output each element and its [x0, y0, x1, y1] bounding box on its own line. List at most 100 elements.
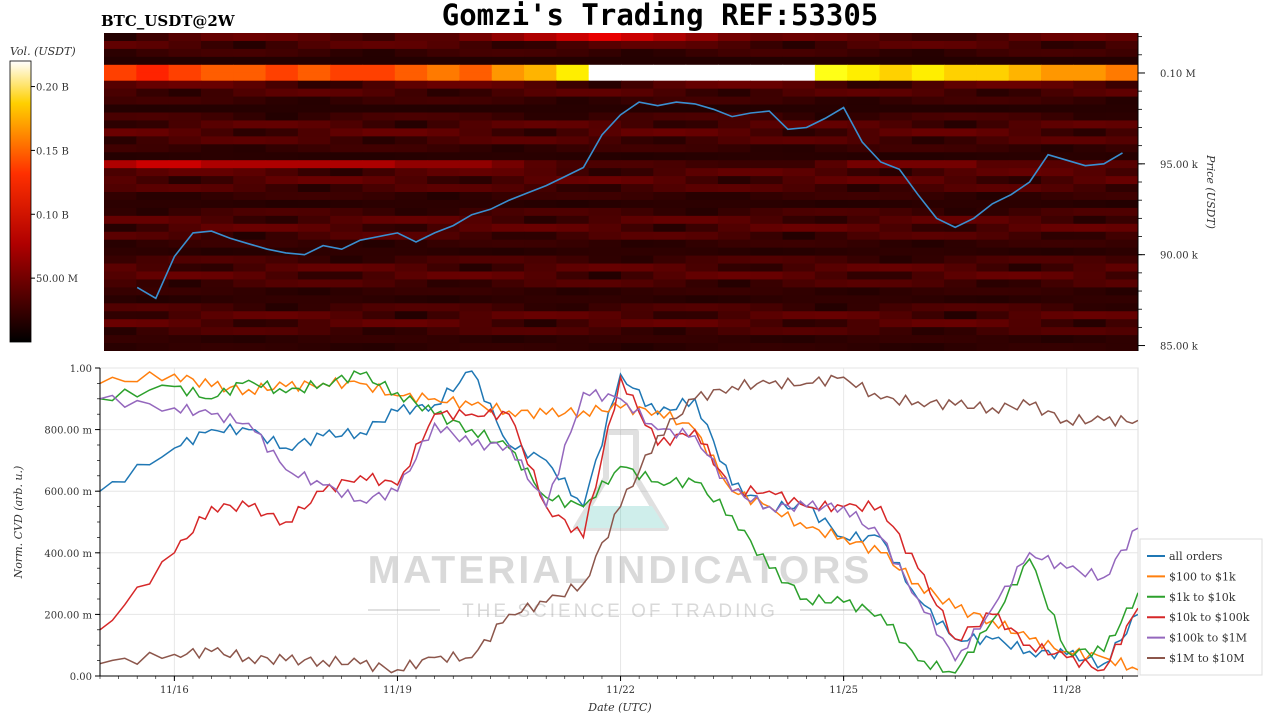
heatmap-cell: [782, 199, 816, 209]
heatmap-cell: [1105, 80, 1138, 90]
heatmap-cell: [976, 271, 1010, 281]
cvd-series-line: [100, 370, 1138, 674]
heatmap-cell: [1008, 152, 1042, 161]
heatmap-cell: [588, 223, 622, 233]
heatmap-cell: [588, 255, 622, 265]
heatmap-cell: [104, 88, 137, 98]
heatmap-cell: [1041, 215, 1074, 225]
heatmap-cell: [233, 160, 267, 169]
heatmap-cell: [814, 263, 848, 273]
heatmap-cell: [814, 72, 848, 82]
heatmap-cell: [459, 56, 493, 66]
heatmap-cell: [685, 128, 719, 137]
heatmap-cell: [653, 56, 687, 66]
price-tick-label: 90.00 k: [1160, 251, 1199, 262]
heatmap-cell: [847, 56, 881, 66]
heatmap-cell: [556, 223, 590, 233]
heatmap-cell: [814, 192, 848, 201]
heatmap-cell: [653, 88, 687, 98]
heatmap-cell: [944, 311, 978, 320]
heatmap-cell: [362, 144, 396, 153]
heatmap-cell: [524, 247, 557, 257]
heatmap-cell: [265, 96, 299, 106]
heatmap-cell: [847, 271, 881, 281]
heatmap-cell: [879, 160, 913, 169]
heatmap-cell: [330, 88, 364, 98]
heatmap-cell: [297, 40, 331, 50]
heatmap-cell: [330, 215, 364, 225]
heatmap-cell: [265, 56, 299, 66]
heatmap-cell: [750, 255, 784, 265]
heatmap-cell: [459, 176, 493, 185]
heatmap-cell: [621, 271, 654, 281]
heatmap-cell: [621, 327, 654, 336]
heatmap-cell: [233, 96, 267, 106]
heatmap-cell: [459, 33, 493, 42]
cvd-x-tick-label: 11/22: [606, 685, 635, 696]
heatmap-cell: [750, 287, 784, 296]
heatmap-cell: [136, 128, 170, 137]
heatmap-cell: [879, 176, 913, 185]
heatmap-cell: [330, 271, 364, 281]
heatmap-cell: [782, 279, 816, 288]
heatmap-cell: [717, 104, 751, 114]
heatmap-cell: [879, 80, 913, 90]
cvd-y-tick-label: 400.00 m: [44, 549, 92, 560]
heatmap-cell: [911, 88, 945, 98]
heatmap-cell: [491, 136, 525, 145]
heatmap-cell: [459, 255, 493, 265]
heatmap-cell: [524, 40, 557, 50]
heatmap-cell: [911, 335, 945, 344]
heatmap-cell: [976, 112, 1010, 122]
heatmap-cell: [588, 207, 622, 217]
heatmap-cell: [588, 327, 622, 336]
heatmap-cell: [1073, 168, 1107, 177]
heatmap-cell: [297, 199, 331, 209]
heatmap-cell: [524, 263, 557, 273]
heatmap-cell: [750, 96, 784, 106]
heatmap-cell: [136, 295, 170, 304]
legend-label: $100k to $1M: [1169, 632, 1247, 645]
heatmap-cell: [782, 255, 816, 265]
heatmap-cell: [1041, 319, 1074, 328]
heatmap-cell: [653, 64, 687, 74]
heatmap-cell: [104, 271, 137, 281]
heatmap-cell: [1008, 168, 1042, 177]
heatmap-cell: [104, 192, 137, 201]
heatmap-cell: [427, 160, 461, 169]
heatmap-cell: [556, 343, 590, 351]
heatmap-cell: [104, 40, 137, 50]
heatmap-cell: [944, 33, 978, 42]
price-tick-label: 0.10 M: [1160, 69, 1196, 80]
heatmap-cell: [944, 255, 978, 265]
heatmap-cell: [814, 327, 848, 336]
heatmap-cell: [879, 120, 913, 129]
heatmap-cell: [233, 56, 267, 66]
heatmap-cell: [685, 263, 719, 273]
heatmap-cell: [782, 128, 816, 137]
heatmap-cell: [911, 279, 945, 288]
heatmap-cell: [588, 96, 622, 106]
heatmap-cell: [556, 231, 590, 241]
heatmap-cell: [427, 96, 461, 106]
heatmap-cell: [330, 207, 364, 217]
heatmap-cell: [653, 192, 687, 201]
heatmap-cell: [491, 279, 525, 288]
cvd-plot-area: [99, 367, 1139, 677]
heatmap-cell: [1008, 287, 1042, 296]
heatmap-cell: [750, 343, 784, 351]
heatmap-cell: [847, 72, 881, 82]
heatmap-cell: [459, 96, 493, 106]
heatmap-cell: [1105, 231, 1138, 241]
heatmap-cell: [200, 120, 234, 129]
heatmap-cell: [1073, 247, 1107, 257]
heatmap-cell: [847, 168, 881, 177]
heatmap-cell: [1073, 271, 1107, 281]
heatmap-cell: [265, 136, 299, 145]
heatmap-cell: [491, 184, 525, 193]
heatmap-cell: [879, 168, 913, 177]
cvd-series-line: [100, 388, 1138, 663]
heatmap-cell: [233, 88, 267, 98]
heatmap-cell: [911, 192, 945, 201]
heatmap-cell: [621, 144, 654, 153]
